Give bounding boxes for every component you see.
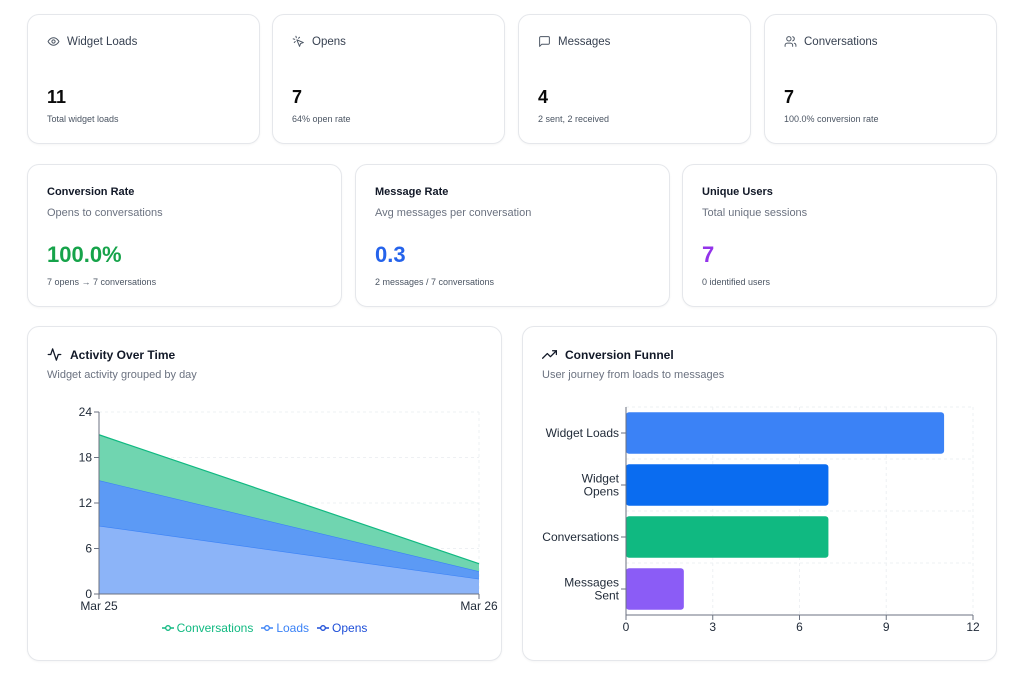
funnel-chart-description: User journey from loads to messages: [542, 369, 725, 381]
x-tick-label: 0: [623, 620, 630, 634]
x-tick-label: 12: [966, 620, 980, 634]
y-tick-label: Messages: [564, 576, 619, 590]
y-tick-label: Sent: [594, 589, 619, 603]
y-tick-label: Widget: [582, 472, 620, 486]
legend-label: Opens: [332, 621, 368, 635]
bar-conversations: [626, 516, 829, 558]
stat-subtext: 100.0% conversion rate: [784, 114, 879, 124]
stat-label: Widget Loads: [67, 35, 138, 48]
legend-label: Conversations: [176, 621, 254, 635]
activity-chart-legend: Conversations Loads Opens: [28, 621, 501, 635]
x-tick-label: Mar 26: [460, 599, 498, 613]
rate-card-message: Message Rate Avg messages per conversati…: [355, 164, 670, 307]
trending-up-icon: [542, 350, 557, 359]
legend-item-conversations[interactable]: Conversations: [161, 621, 254, 635]
activity-icon: [47, 348, 62, 361]
stat-card-header: Messages: [538, 35, 610, 48]
y-tick-label: Conversations: [542, 530, 619, 544]
rate-title: Unique Users: [702, 186, 773, 198]
rate-value: 0.3: [375, 242, 406, 267]
funnel-chart-card: Conversion Funnel User journey from load…: [522, 326, 997, 661]
area-conversations: [99, 434, 479, 572]
rate-description: Opens to conversations: [47, 207, 163, 219]
rate-title: Conversion Rate: [47, 186, 135, 198]
legend-label: Loads: [276, 621, 310, 635]
bar-messages-sent: [626, 568, 684, 610]
stat-label: Conversations: [804, 35, 878, 48]
y-tick-label: 0: [85, 587, 92, 601]
legend-line-icon: [317, 625, 330, 631]
stat-card-widget-loads: Widget Loads 11 Total widget loads: [27, 14, 260, 144]
stat-label: Opens: [312, 35, 346, 48]
y-tick-label: 12: [79, 496, 93, 510]
activity-chart-card: Activity Over Time Widget activity group…: [27, 326, 502, 661]
rate-description: Avg messages per conversation: [375, 207, 532, 219]
y-tick-label: 18: [79, 451, 93, 465]
legend-item-loads[interactable]: Loads: [261, 621, 309, 635]
stat-card-conversations: Conversations 7 100.0% conversion rate: [764, 14, 997, 144]
message-icon: [539, 36, 550, 47]
stat-card-header: Opens: [292, 35, 346, 48]
legend-line-icon: [261, 625, 274, 631]
x-tick-label: 3: [709, 620, 716, 634]
users-icon: [784, 36, 797, 47]
x-tick-label: 6: [796, 620, 803, 634]
y-tick-label: Widget Loads: [546, 426, 619, 440]
stat-value: 4: [538, 87, 549, 107]
stat-value: 7: [292, 87, 303, 107]
activity-chart-title: Activity Over Time: [70, 347, 176, 362]
x-tick-label: 9: [883, 620, 890, 634]
rate-subtext: 7 opens → 7 conversations: [47, 277, 157, 287]
activity-area-chart: 0 6 12 18 24 Mar 25 Mar 26: [79, 405, 498, 613]
y-tick-label: 24: [79, 405, 93, 419]
stat-value: 7: [784, 87, 795, 107]
stat-card-header: Widget Loads: [47, 35, 137, 48]
rate-subtext: 2 messages / 7 conversations: [375, 277, 495, 287]
bar-widget-loads: [626, 412, 945, 454]
activity-chart-description: Widget activity grouped by day: [47, 369, 197, 381]
sparkle-click-icon: [292, 35, 304, 47]
y-tick-label: 6: [85, 542, 92, 556]
rate-card-conversion: Conversion Rate Opens to conversations 1…: [27, 164, 342, 307]
stat-subtext: 64% open rate: [292, 114, 351, 124]
rate-subtext: 0 identified users: [702, 277, 771, 287]
rate-card-unique-users: Unique Users Total unique sessions 7 0 i…: [682, 164, 997, 307]
stat-subtext: Total widget loads: [47, 114, 119, 124]
stat-subtext: 2 sent, 2 received: [538, 114, 610, 124]
legend-item-opens[interactable]: Opens: [317, 621, 367, 635]
stat-value: 11: [47, 87, 67, 107]
funnel-chart-title: Conversion Funnel: [565, 347, 674, 362]
rate-title: Message Rate: [375, 186, 449, 198]
stat-label: Messages: [558, 35, 611, 48]
rate-value: 100.0%: [47, 242, 122, 267]
area-opens: [99, 525, 479, 594]
stat-card-header: Conversations: [784, 35, 878, 48]
bar-widget-opens: [626, 464, 829, 506]
rate-description: Total unique sessions: [702, 207, 808, 219]
rate-value: 7: [702, 242, 715, 267]
area-line-conversations: [98, 434, 480, 565]
stat-card-opens: Opens 7 64% open rate: [272, 14, 505, 144]
y-tick-label: Opens: [584, 485, 619, 499]
stat-card-messages: Messages 4 2 sent, 2 received: [518, 14, 751, 144]
area-loads: [99, 480, 479, 579]
eye-icon: [47, 37, 60, 46]
x-tick-label: Mar 25: [80, 599, 118, 613]
activity-chart-header: Activity Over Time: [47, 347, 175, 362]
funnel-chart-header: Conversion Funnel: [542, 347, 674, 362]
legend-line-icon: [161, 625, 174, 631]
